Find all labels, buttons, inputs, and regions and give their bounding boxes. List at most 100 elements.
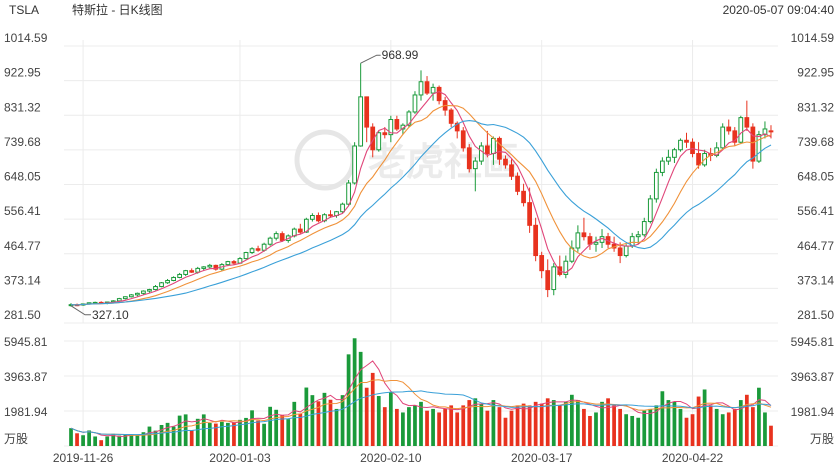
volume-bar [123, 435, 128, 446]
candle-body [436, 86, 442, 102]
price-tick-label: 281.50 [4, 308, 41, 322]
candle-body [303, 218, 309, 233]
candle-body [460, 130, 466, 149]
volume-bar [606, 398, 610, 446]
candle-body [593, 241, 599, 245]
volume-bar [195, 418, 200, 446]
x-tick-label: 2020-04-22 [662, 451, 724, 465]
candle-body [672, 149, 677, 158]
price-tick-label: 922.95 [4, 66, 41, 80]
volume-tick-label: 3963.87 [791, 370, 835, 384]
volume-bar [298, 413, 303, 446]
volume-bar [364, 387, 369, 446]
candle-body [587, 236, 593, 245]
volume-bar [539, 403, 544, 446]
volume-bar [425, 410, 429, 446]
volume-bar [431, 408, 435, 446]
candle-body [273, 233, 279, 239]
volume-bar [310, 395, 315, 446]
candle-body [406, 111, 412, 126]
candle-body [189, 270, 195, 273]
volume-bar [153, 430, 158, 446]
candle-body [678, 139, 683, 151]
volume-unit-label: 万股 [810, 432, 834, 446]
volume-bar [467, 400, 472, 446]
header: TSLA 特斯拉 - 日K线图 2020-05-07 09:04:40 [9, 2, 834, 17]
volume-bar [521, 403, 526, 446]
volume-bar [473, 398, 478, 446]
volume-bar [250, 410, 254, 446]
candle-body [207, 264, 213, 268]
volume-bar [413, 405, 417, 446]
volume-bar [744, 394, 749, 446]
candle-body [478, 145, 484, 162]
price-tick-label: 373.14 [797, 273, 834, 287]
volume-bar [394, 408, 399, 446]
volume-bar [515, 405, 520, 446]
volume-ma10-line [70, 379, 772, 436]
volume-bar [624, 414, 629, 446]
price-tick-label: 648.05 [4, 170, 41, 184]
timestamp-label: 2020-05-07 09:04:40 [723, 3, 835, 17]
volume-bar [292, 401, 297, 446]
volume-bar [660, 391, 665, 446]
candle-body [515, 175, 520, 192]
price-tick-label: 739.68 [4, 135, 41, 149]
volume-bar [485, 410, 490, 446]
volume-bar [75, 433, 79, 446]
volume-bar [99, 440, 104, 446]
volume-bar [352, 338, 357, 446]
volume-bar [491, 400, 496, 446]
watermark-logo-icon [294, 129, 356, 191]
volume-bar [111, 433, 116, 446]
candle-body [575, 232, 581, 249]
volume-bar [666, 400, 671, 446]
volume-bar [304, 387, 309, 446]
price-tick-label: 556.41 [797, 204, 834, 218]
candle-body [352, 145, 357, 184]
volume-bar [280, 414, 285, 446]
candle-body [279, 233, 285, 241]
low-annotation-label: 327.10 [92, 308, 129, 322]
volume-ma5-line [70, 360, 772, 438]
volume-bar [654, 405, 659, 446]
candle-body [394, 119, 400, 130]
candle-body [485, 145, 490, 155]
symbol-label: TSLA [9, 3, 39, 17]
candle-body [503, 158, 508, 166]
candle-body [418, 81, 424, 96]
candle-body [382, 132, 388, 136]
volume-bar [455, 412, 460, 446]
candle-body [122, 296, 128, 300]
candle-body [533, 224, 539, 257]
price-tick-label: 464.77 [797, 239, 834, 253]
volume-bar [672, 401, 677, 446]
candle-body [328, 214, 333, 217]
candle-body [225, 261, 231, 266]
volume-bar [105, 436, 110, 446]
volume-tick-label: 1981.94 [4, 405, 48, 419]
candle-body [756, 134, 762, 162]
candle-body [255, 248, 261, 251]
volume-bar [268, 406, 273, 446]
volume-bar [630, 415, 635, 446]
candle-body [141, 290, 146, 294]
candle-body [231, 261, 237, 264]
volume-bar [461, 405, 466, 446]
price-tick-label: 739.68 [797, 135, 834, 149]
volume-bar [141, 432, 146, 446]
volume-bar [370, 372, 375, 446]
candle-body [448, 109, 454, 124]
volume-bar [286, 419, 291, 446]
candle-body [732, 130, 738, 143]
volume-bar [69, 428, 73, 446]
volume-bar [334, 408, 339, 446]
candle-body [690, 141, 695, 155]
candle-body [744, 117, 750, 128]
volume-bar [437, 412, 441, 446]
price-tick-label: 831.32 [797, 100, 834, 114]
candle-body [539, 255, 545, 272]
candle-body [412, 94, 418, 113]
candle-body [201, 266, 207, 269]
price-tick-label: 1014.59 [4, 31, 48, 45]
